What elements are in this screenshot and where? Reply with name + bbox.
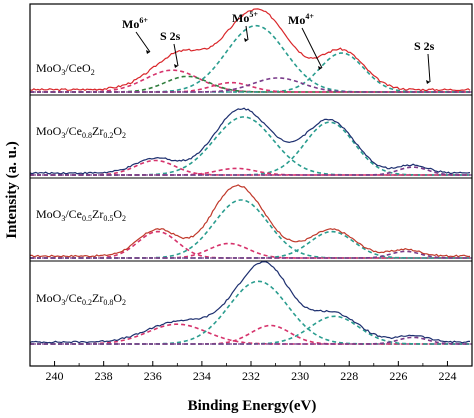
panel-4: MoO3/Ce0.2Zr0.8O2 [29, 261, 472, 345]
axes: 240 238 236 234 232 230 228 226 224 [29, 3, 473, 383]
envelope-curve [29, 184, 471, 258]
envelope-curve [29, 261, 470, 344]
label-text: /Ce [65, 291, 82, 305]
panel-3: MoO3/Ce0.5Zr0.5O2 [29, 184, 472, 262]
peak-component [30, 230, 470, 259]
label-text: MoO [36, 124, 62, 138]
sample-label: MoO3/Ce0.8Zr0.2O2 [36, 124, 126, 140]
sample-label: MoO3/CeO2 [36, 61, 95, 77]
annotation-text: S 2s [160, 29, 181, 43]
label-text: Zr [92, 291, 103, 305]
x-tick-label: 230 [291, 369, 309, 383]
arrow-head [426, 80, 430, 84]
label-subscript: 0.5 [82, 214, 92, 223]
arrow-head [244, 38, 248, 42]
label-subscript: 2 [122, 214, 126, 223]
peak-component [30, 250, 470, 259]
sample-label: MoO3/Ce0.2Zr0.8O2 [36, 291, 126, 307]
arrow-head [146, 50, 150, 54]
label-subscript: 0.8 [103, 298, 113, 307]
arrow-head [318, 66, 322, 70]
annotation-superscript: 5+ [249, 10, 258, 19]
panel-1: MoO3/CeO2 [29, 8, 472, 96]
annotation-superscript: 6+ [139, 16, 148, 25]
label-subscript: 0.2 [82, 298, 92, 307]
peak-annotation: Mo5+ [232, 10, 258, 25]
annotation-arrow [301, 27, 323, 69]
plot-area: MoO3/CeO2MoO3/Ce0.8Zr0.2O2MoO3/Ce0.5Zr0.… [29, 8, 472, 345]
annotation-text: S 2s [414, 39, 435, 53]
plot-frame [29, 3, 473, 367]
annotation-superscript: 4+ [305, 12, 314, 21]
label-subscript: 3 [61, 214, 65, 223]
label-text: O [113, 291, 122, 305]
x-tick-label: 240 [46, 369, 64, 383]
envelope-curve [29, 8, 471, 92]
peak-component [30, 52, 470, 93]
annotation-text: Mo [232, 11, 249, 25]
x-tick-label: 236 [144, 369, 162, 383]
label-subscript: 0.5 [103, 214, 113, 223]
label-subscript: 3 [61, 131, 65, 140]
peak-annotation: S 2s [160, 29, 181, 43]
x-tick-label: 228 [340, 369, 358, 383]
label-text: /Ce [65, 207, 82, 221]
label-subscript: 3 [61, 298, 65, 307]
x-axis-title: Binding Energy(eV) [188, 398, 317, 414]
label-text: MoO [36, 61, 62, 75]
envelope-curve [29, 107, 471, 175]
label-text: Zr [92, 207, 103, 221]
x-tick-label: 234 [193, 369, 211, 383]
peak-annotation: Mo6+ [122, 16, 148, 31]
peak-component [30, 323, 470, 345]
peak-component [30, 77, 470, 93]
annotation-arrow [245, 25, 249, 41]
x-tick-label: 226 [389, 369, 407, 383]
annotation-arrow [135, 31, 151, 53]
peak-component [30, 24, 470, 93]
y-axis-title: Intensity (a. u.) [4, 141, 20, 239]
peak-annotation: S 2s [414, 39, 435, 53]
label-subscript: 2 [91, 68, 95, 77]
peak-component [30, 230, 470, 259]
peak-annotation: Mo4+ [288, 12, 314, 27]
label-subscript: 3 [61, 68, 65, 77]
x-tick-label: 238 [95, 369, 113, 383]
label-text: O [113, 207, 122, 221]
x-tick-label: 232 [242, 369, 260, 383]
label-text: MoO [36, 207, 62, 221]
label-text: /CeO [65, 61, 91, 75]
annotation-text: Mo [122, 17, 139, 31]
label-text: MoO [36, 291, 62, 305]
label-subscript: 2 [122, 298, 126, 307]
sample-label: MoO3/Ce0.5Zr0.5O2 [36, 207, 126, 223]
label-subscript: 0.8 [82, 131, 92, 140]
label-subscript: 0.2 [103, 131, 113, 140]
peak-component [30, 336, 470, 345]
peak-component [30, 166, 470, 176]
annotation-text: Mo [288, 13, 305, 27]
annotation-arrow [173, 43, 179, 67]
x-tick-label: 224 [438, 369, 456, 383]
arrow-head [174, 64, 178, 68]
label-subscript: 2 [122, 131, 126, 140]
peak-component [30, 315, 470, 345]
panel-2: MoO3/Ce0.8Zr0.2O2 [29, 107, 472, 179]
label-text: O [113, 124, 122, 138]
label-text: /Ce [65, 124, 82, 138]
label-text: Zr [92, 124, 103, 138]
annotation-arrow [427, 53, 431, 83]
